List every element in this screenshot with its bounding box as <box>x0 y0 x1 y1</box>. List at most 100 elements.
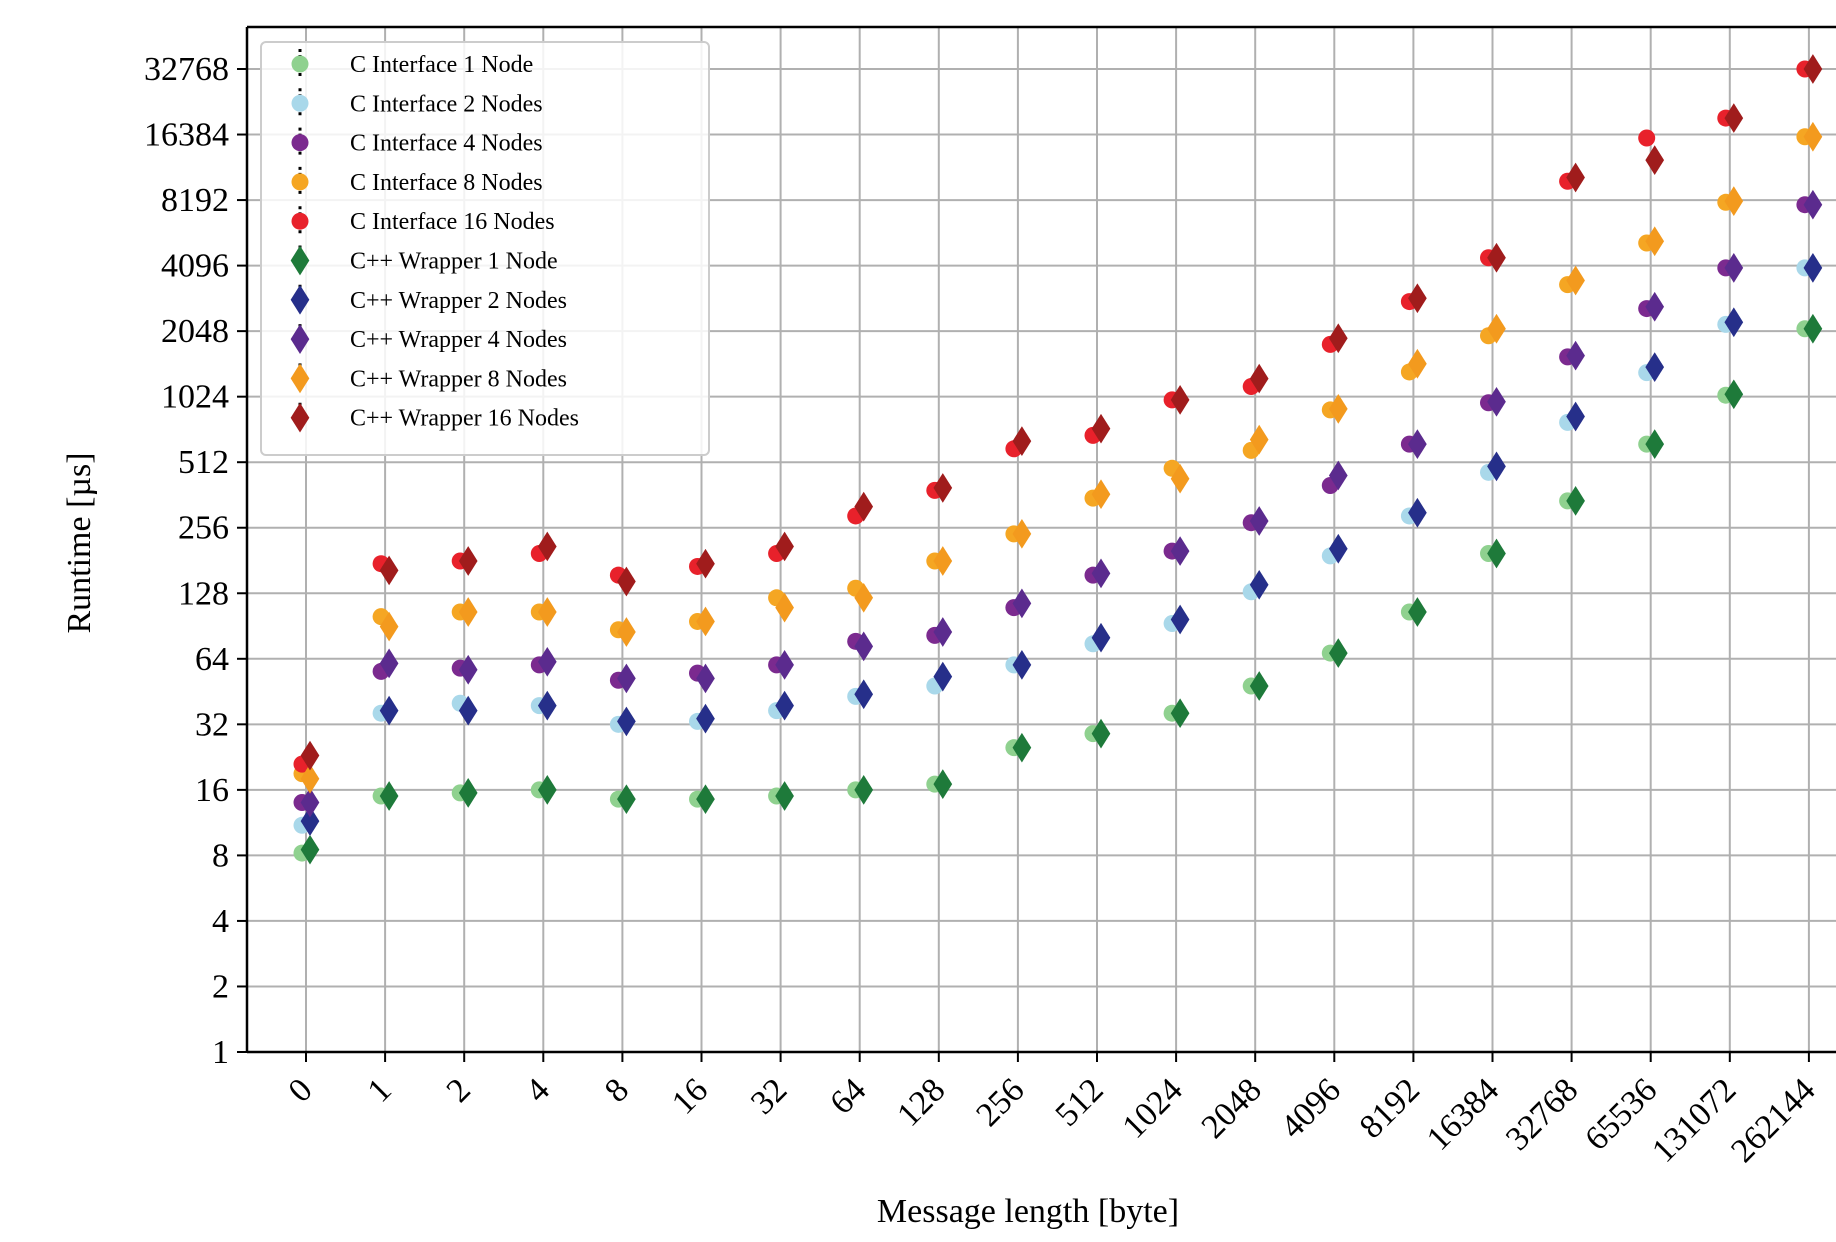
data-point <box>1170 463 1190 494</box>
legend-marker <box>291 55 309 73</box>
y-axis-title: Runtime [µs] <box>61 452 98 633</box>
legend-item: C++ Wrapper 8 Nodes <box>290 363 567 394</box>
data-point <box>537 690 557 721</box>
y-tick-label: 2048 <box>161 313 229 350</box>
data-point <box>1012 426 1032 456</box>
data-point <box>1408 497 1427 528</box>
data-point <box>1803 189 1823 220</box>
data-point <box>854 631 874 662</box>
data-point <box>458 654 478 685</box>
data-point <box>1170 385 1190 415</box>
y-tick-label: 4096 <box>161 248 229 285</box>
data-point <box>854 775 874 805</box>
data-point <box>458 546 478 576</box>
data-point <box>933 546 953 576</box>
legend-label: C++ Wrapper 1 Node <box>350 249 558 275</box>
data-point <box>1645 145 1665 175</box>
data-point <box>1408 348 1427 379</box>
legend-item: C Interface 2 Nodes <box>291 88 543 119</box>
legend-label: C Interface 16 Nodes <box>350 209 555 235</box>
legend-marker <box>290 363 310 394</box>
data-point <box>1091 479 1111 510</box>
data-point <box>1328 323 1348 354</box>
data-point <box>1645 226 1665 257</box>
data-point <box>1566 265 1585 296</box>
data-point <box>1408 283 1427 314</box>
data-point <box>1724 186 1744 216</box>
data-point <box>1645 429 1665 459</box>
legend-item: C++ Wrapper 4 Nodes <box>290 324 567 355</box>
y-tick-label: 128 <box>178 575 229 612</box>
legend-frame <box>260 41 710 456</box>
data-point <box>1638 129 1656 147</box>
data-point <box>1487 451 1506 482</box>
data-point <box>775 650 794 680</box>
series-8 <box>300 189 1823 818</box>
legend-marker <box>291 173 309 191</box>
data-point <box>854 679 874 710</box>
data-point <box>696 663 715 694</box>
y-tick-label: 2 <box>212 968 229 1005</box>
data-point <box>1724 379 1744 410</box>
data-point <box>379 555 399 586</box>
x-axis-title: Message length [byte] <box>877 1193 1179 1230</box>
y-tick-label: 32768 <box>144 51 229 88</box>
y-tick-label: 512 <box>178 444 229 481</box>
data-point <box>1249 424 1269 455</box>
data-point <box>1249 671 1269 701</box>
legend-label: C Interface 4 Nodes <box>350 131 543 157</box>
legend-marker <box>290 245 310 276</box>
data-point <box>1091 622 1111 653</box>
data-point <box>379 611 399 642</box>
data-point <box>1566 401 1585 432</box>
data-point <box>617 784 636 815</box>
data-point <box>1408 597 1427 627</box>
legend-item: C++ Wrapper 1 Node <box>290 245 558 276</box>
y-tick-label: 16384 <box>144 117 229 154</box>
y-tick-label: 256 <box>178 510 229 547</box>
data-point <box>458 695 478 726</box>
data-point <box>1408 429 1427 459</box>
data-point <box>1803 54 1823 84</box>
data-point <box>1012 588 1032 619</box>
data-point <box>300 763 320 794</box>
series-7 <box>300 252 1823 836</box>
data-point <box>933 661 953 692</box>
data-point <box>537 597 557 627</box>
grid-lines <box>247 27 1836 1053</box>
series-10 <box>300 54 1823 771</box>
data-point <box>1170 536 1190 566</box>
legend-label: C++ Wrapper 4 Nodes <box>350 327 567 353</box>
series-9 <box>300 121 1823 794</box>
data-point <box>1249 569 1269 600</box>
data-point <box>1091 558 1111 589</box>
data-point <box>537 646 557 677</box>
data-point <box>1566 340 1585 371</box>
data-point <box>696 784 715 815</box>
legend-marker <box>290 284 310 315</box>
legend-label: C++ Wrapper 8 Nodes <box>350 366 567 392</box>
legend-marker <box>291 212 309 230</box>
y-tick-label: 16 <box>195 772 229 809</box>
data-point <box>1328 394 1348 424</box>
data-point <box>933 617 953 647</box>
data-point <box>1724 103 1744 133</box>
data-point <box>1803 121 1823 152</box>
legend: C Interface 1 Node C Interface 2 Nodes C I… <box>260 41 710 456</box>
data-point <box>379 781 399 811</box>
data-point <box>537 531 557 562</box>
legend-item: C++ Wrapper 2 Nodes <box>290 284 567 315</box>
data-point <box>1012 732 1032 763</box>
data-point <box>1487 313 1506 344</box>
data-point <box>1487 386 1506 417</box>
data-point <box>1328 533 1348 564</box>
y-tick-label: 8 <box>212 837 229 874</box>
y-tick-label: 8192 <box>161 182 229 219</box>
legend-item: C Interface 8 Nodes <box>291 166 543 197</box>
data-point <box>854 582 874 613</box>
data-point <box>1566 486 1585 516</box>
data-point <box>1487 242 1506 273</box>
data-point <box>1803 252 1823 283</box>
y-tick-label: 4 <box>212 903 229 940</box>
